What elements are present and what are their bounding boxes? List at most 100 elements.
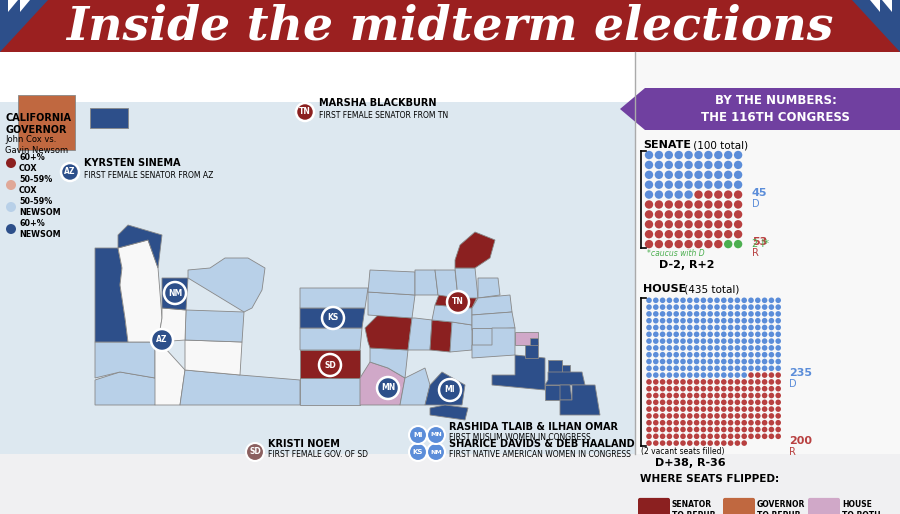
Circle shape	[755, 318, 760, 323]
Circle shape	[680, 332, 686, 337]
Circle shape	[687, 365, 693, 371]
Circle shape	[748, 298, 754, 303]
Circle shape	[684, 240, 693, 248]
Circle shape	[742, 318, 747, 323]
Polygon shape	[472, 312, 515, 330]
Circle shape	[646, 352, 652, 358]
Circle shape	[700, 406, 706, 412]
Circle shape	[687, 433, 693, 439]
Circle shape	[427, 443, 445, 461]
Circle shape	[776, 413, 781, 419]
Circle shape	[769, 345, 774, 351]
Text: WHERE SEATS FLIPPED:: WHERE SEATS FLIPPED:	[640, 474, 779, 484]
Circle shape	[761, 406, 768, 412]
Circle shape	[755, 413, 760, 419]
Circle shape	[664, 240, 673, 248]
Circle shape	[654, 171, 663, 179]
Circle shape	[704, 220, 713, 229]
Circle shape	[742, 345, 747, 351]
Circle shape	[674, 180, 683, 189]
Circle shape	[742, 433, 747, 439]
Circle shape	[707, 399, 713, 405]
Circle shape	[694, 220, 703, 229]
Polygon shape	[430, 320, 452, 352]
Circle shape	[769, 338, 774, 344]
Text: (100 total): (100 total)	[690, 140, 748, 150]
Circle shape	[748, 332, 754, 337]
Circle shape	[674, 171, 683, 179]
Circle shape	[6, 202, 16, 212]
Circle shape	[694, 171, 703, 179]
Circle shape	[742, 372, 747, 378]
Circle shape	[680, 338, 686, 344]
Polygon shape	[882, 0, 892, 12]
Circle shape	[700, 359, 706, 364]
Circle shape	[721, 406, 726, 412]
Circle shape	[646, 406, 652, 412]
Text: SD: SD	[324, 360, 336, 370]
Circle shape	[654, 190, 663, 199]
Polygon shape	[560, 385, 572, 400]
Circle shape	[694, 427, 699, 432]
Circle shape	[776, 365, 781, 371]
Circle shape	[660, 338, 665, 344]
Circle shape	[694, 304, 699, 310]
Circle shape	[707, 393, 713, 398]
Circle shape	[734, 352, 740, 358]
Circle shape	[707, 406, 713, 412]
Circle shape	[761, 386, 768, 392]
Circle shape	[728, 413, 733, 419]
Polygon shape	[400, 368, 430, 405]
Circle shape	[748, 406, 754, 412]
Circle shape	[704, 240, 713, 248]
Circle shape	[700, 325, 706, 331]
Circle shape	[61, 163, 79, 181]
Circle shape	[748, 345, 754, 351]
Polygon shape	[155, 342, 185, 405]
Circle shape	[660, 413, 665, 419]
Circle shape	[714, 240, 723, 248]
Circle shape	[660, 372, 665, 378]
Circle shape	[707, 359, 713, 364]
Circle shape	[734, 171, 742, 179]
Circle shape	[700, 420, 706, 426]
Circle shape	[680, 304, 686, 310]
Circle shape	[684, 230, 693, 238]
Circle shape	[667, 413, 672, 419]
Circle shape	[684, 190, 693, 199]
Circle shape	[748, 338, 754, 344]
Circle shape	[673, 427, 679, 432]
Circle shape	[687, 413, 693, 419]
Polygon shape	[368, 270, 415, 295]
Circle shape	[673, 393, 679, 398]
Circle shape	[680, 318, 686, 323]
Bar	[0, 52, 635, 102]
Circle shape	[755, 352, 760, 358]
Text: *caucus with D: *caucus with D	[647, 249, 705, 259]
Circle shape	[776, 393, 781, 398]
Circle shape	[761, 420, 768, 426]
Text: SENATOR
TO REPUB.: SENATOR TO REPUB.	[672, 500, 718, 514]
Circle shape	[653, 440, 659, 446]
Circle shape	[664, 190, 673, 199]
Polygon shape	[472, 295, 512, 315]
Circle shape	[715, 365, 720, 371]
Circle shape	[439, 379, 461, 401]
Circle shape	[761, 332, 768, 337]
Circle shape	[721, 325, 726, 331]
Circle shape	[667, 338, 672, 344]
Circle shape	[728, 325, 733, 331]
Text: R: R	[789, 447, 796, 457]
Circle shape	[319, 354, 341, 376]
Circle shape	[734, 190, 742, 199]
Circle shape	[742, 325, 747, 331]
Circle shape	[653, 433, 659, 439]
Polygon shape	[560, 385, 600, 415]
Circle shape	[748, 379, 754, 384]
Circle shape	[734, 240, 742, 248]
Circle shape	[684, 161, 693, 169]
Circle shape	[694, 325, 699, 331]
Circle shape	[704, 161, 713, 169]
Circle shape	[721, 433, 726, 439]
Circle shape	[769, 332, 774, 337]
